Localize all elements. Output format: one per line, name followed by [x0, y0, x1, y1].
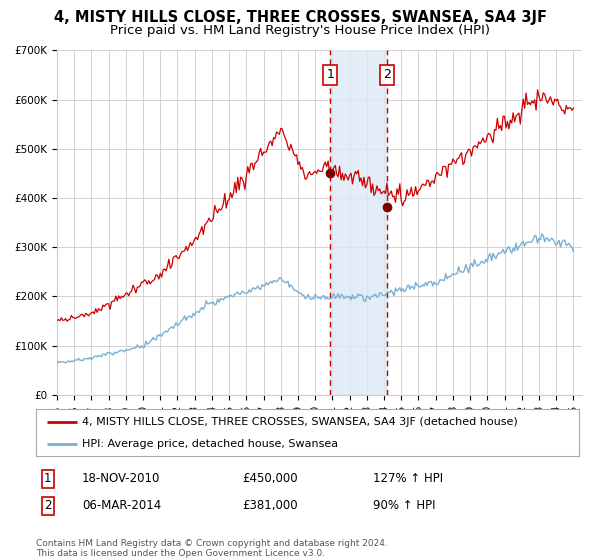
Text: 18-NOV-2010: 18-NOV-2010 — [82, 472, 161, 485]
Text: 06-MAR-2014: 06-MAR-2014 — [82, 500, 161, 512]
Text: 1: 1 — [44, 472, 52, 485]
Text: 2: 2 — [383, 68, 391, 82]
Text: 127% ↑ HPI: 127% ↑ HPI — [373, 472, 443, 485]
Text: £381,000: £381,000 — [242, 500, 298, 512]
Text: 2: 2 — [44, 500, 52, 512]
Bar — [331, 50, 387, 395]
Text: Contains HM Land Registry data © Crown copyright and database right 2024.
This d: Contains HM Land Registry data © Crown c… — [36, 539, 388, 558]
Text: 4, MISTY HILLS CLOSE, THREE CROSSES, SWANSEA, SA4 3JF: 4, MISTY HILLS CLOSE, THREE CROSSES, SWA… — [53, 10, 547, 25]
Text: 4, MISTY HILLS CLOSE, THREE CROSSES, SWANSEA, SA4 3JF (detached house): 4, MISTY HILLS CLOSE, THREE CROSSES, SWA… — [82, 417, 518, 427]
Text: 1: 1 — [326, 68, 334, 82]
Text: HPI: Average price, detached house, Swansea: HPI: Average price, detached house, Swan… — [82, 438, 338, 449]
Text: 90% ↑ HPI: 90% ↑ HPI — [373, 500, 435, 512]
Text: £450,000: £450,000 — [242, 472, 298, 485]
Text: Price paid vs. HM Land Registry's House Price Index (HPI): Price paid vs. HM Land Registry's House … — [110, 24, 490, 36]
